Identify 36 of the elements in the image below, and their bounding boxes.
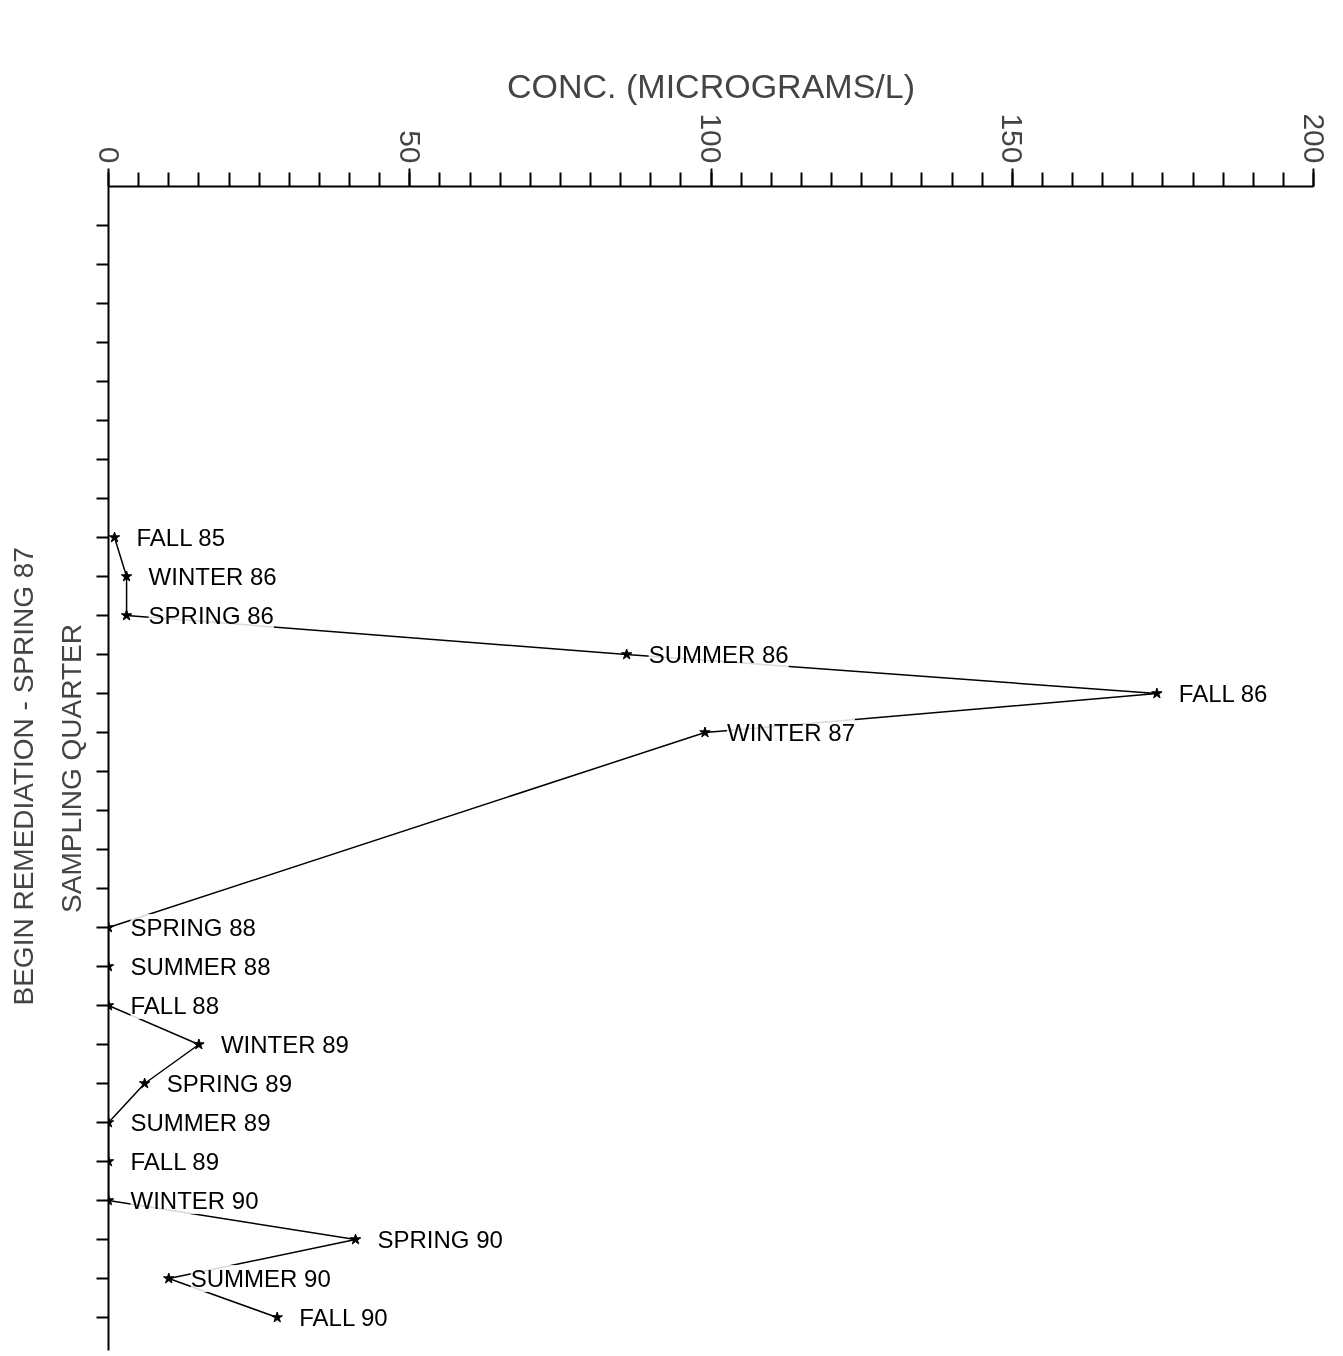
point [193, 1038, 205, 1050]
y-tick-label: SUMMER 88 [130, 953, 271, 980]
x-tick-label: 0 [92, 146, 126, 164]
y-tick-label: WINTER 86 [148, 563, 277, 590]
y-tick-label: SUMMER 86 [648, 641, 789, 668]
y-tick-label: WINTER 90 [130, 1187, 259, 1214]
x-axis-title: CONC. (MICROGRAMS/L) [507, 67, 915, 106]
x-tick-label: 50 [393, 130, 427, 164]
x-tick-label: 200 [1297, 113, 1331, 164]
y-axis-title: SAMPLING QUARTER [55, 624, 87, 913]
x-tick-label: 150 [996, 113, 1030, 164]
point [349, 1233, 362, 1245]
y-tick-label: SPRING 90 [377, 1226, 503, 1253]
y-tick-label: SPRING 88 [130, 914, 256, 941]
point [271, 1311, 283, 1323]
point [620, 648, 633, 660]
y-tick-label: FALL 86 [1178, 680, 1268, 707]
point [120, 609, 133, 621]
point [1151, 687, 1163, 699]
y-tick-label: WINTER 87 [726, 719, 855, 746]
y-tick-label: SUMMER 89 [130, 1109, 271, 1136]
y-tick-label: SPRING 89 [166, 1070, 293, 1097]
y-tick-label: SUMMER 90 [190, 1265, 331, 1292]
x-tick-label: 100 [695, 113, 728, 164]
y-tick-label: WINTER 89 [220, 1031, 349, 1058]
point [699, 726, 711, 738]
point [138, 1077, 151, 1089]
point [108, 531, 121, 543]
y-tick-label: FALL 89 [130, 1148, 220, 1175]
point [163, 1272, 175, 1284]
text: BEGIN REMEDIATION - SPRING 87 [7, 547, 39, 1006]
y-tick-label: FALL 90 [299, 1304, 388, 1331]
y-tick-label: SPRING 86 [148, 602, 274, 629]
y-tick-label: FALL 88 [130, 992, 220, 1019]
point [120, 570, 133, 582]
y-tick-label: FALL 85 [136, 524, 226, 551]
